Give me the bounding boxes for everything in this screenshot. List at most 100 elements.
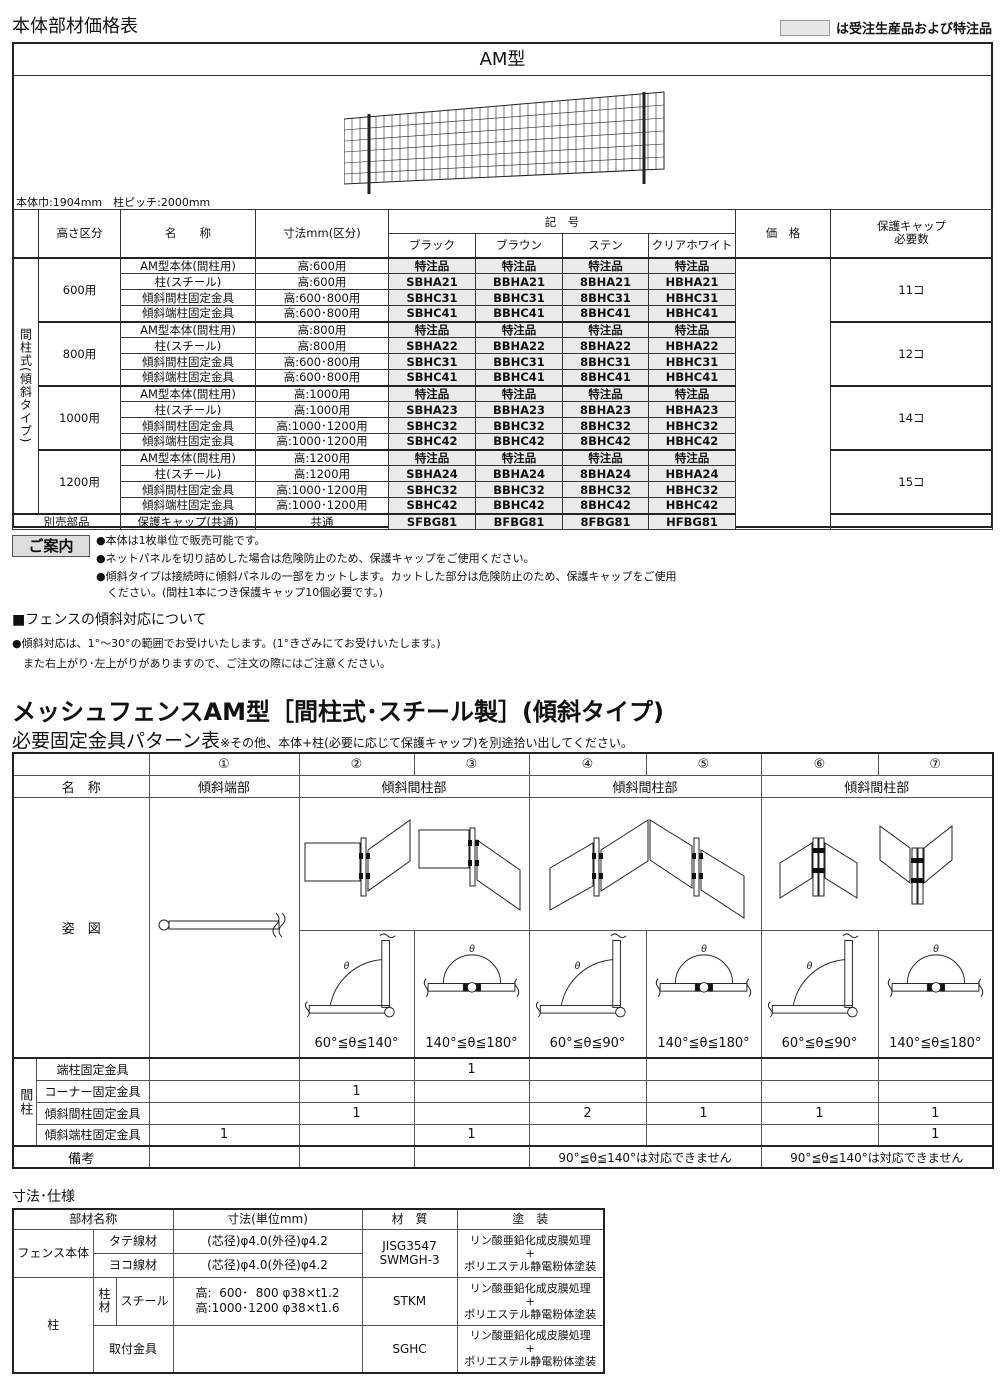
side-label: 間柱式(傾斜タイプ) <box>12 256 39 514</box>
fitting-count: 1 <box>877 1123 994 1147</box>
price-row: 傾斜端柱固定金具 高:600･800用 SBHC41 BBHC41 8BHC41 HBHC… <box>13 369 993 386</box>
product-code: BBHA21 <box>475 273 563 290</box>
price-row: 1200用 AM型本体(間柱用) 高:1200用 特注品 特注品 特注品 特注品 15コ <box>13 448 993 514</box>
header-height-class: 高さ区分 <box>38 209 121 258</box>
part-dimension: 高:1000･1200用 <box>255 433 389 450</box>
product-code: SBHC42 <box>388 433 476 450</box>
product-code: 8BHC31 <box>562 353 649 370</box>
price-row: 1000用 AM型本体(間柱用) 高:1000用 特注品 特注品 特注品 特注品 14コ <box>13 384 993 450</box>
price-row: 傾斜間柱固定金具 高:600･800用 SBHC31 BBHC31 8BHC31 HBHC… <box>13 353 993 370</box>
fitting-count: 1 <box>760 1101 879 1125</box>
product-code: BBHC32 <box>475 417 563 434</box>
extra-label: 別売部品 <box>12 512 121 530</box>
fitting-count <box>877 1079 994 1103</box>
wire-coating: リン酸亜鉛化成皮膜処理 + ポリエステル静電粉体塗装 <box>456 1228 605 1278</box>
price-row-extra: 別売部品 保護キャップ(共通) 共通 SFBG81 BFBG81 8FBG81 HFBG81 <box>12 512 993 530</box>
product-code: BBHC41 <box>475 305 563 322</box>
product-code: 8BHC41 <box>562 305 649 322</box>
part-name: 傾斜間柱固定金具 <box>120 417 256 434</box>
fitting-count <box>148 1101 300 1125</box>
fitting-row: 傾斜間柱固定金具 1 2 1 1 1 <box>13 1101 994 1125</box>
corner-angle-diagram <box>300 931 413 1036</box>
steel-label: スチール <box>115 1276 174 1326</box>
part-name: AM型本体(間柱用) <box>120 320 256 338</box>
part-dimension: 高:1000･1200用 <box>255 497 389 514</box>
fitting-count: 1 <box>645 1101 762 1125</box>
price-row: 傾斜端柱固定金具 高:600･800用 SBHC41 BBHC41 8BHC41 HBHC… <box>13 305 993 322</box>
angle-range: 60°≦θ≦90° <box>549 1035 626 1051</box>
part-name: 傾斜間柱部 <box>528 774 762 798</box>
remark-cell: 90°≦θ≦140°は対応できません <box>760 1145 994 1169</box>
part-name: 傾斜端柱固定金具 <box>120 497 256 514</box>
legend-swatch <box>779 19 830 36</box>
pattern-number: ③ <box>413 752 530 776</box>
product-code: HBHC31 <box>648 289 736 306</box>
straight-angle-diagram <box>879 931 992 1036</box>
pattern-number: ⑦ <box>877 752 994 776</box>
fence-illustration <box>344 91 665 194</box>
product-code: HBHC32 <box>648 481 736 498</box>
header-code: 記 号 <box>388 209 736 234</box>
post-dim: 高: 600･ 800 φ38×t1.2 高:1000･1200 φ38×t1.… <box>172 1276 363 1326</box>
spec-header: 塗 装 <box>456 1208 605 1230</box>
end-post-figure <box>158 912 286 938</box>
part-dimension: 高:1000･1200用 <box>255 417 389 434</box>
blank-header <box>12 752 150 776</box>
guide-note: ください。(間柱1本につき保護キャップ10個必要です。) <box>96 586 383 599</box>
part-dimension: 高:600用 <box>255 256 389 274</box>
corner-angle-diagram <box>763 931 876 1036</box>
product-code: 特注品 <box>562 320 649 338</box>
header-dimension: 寸法mm(区分) <box>255 209 389 258</box>
price-row: 傾斜間柱固定金具 高:1000･1200用 SBHC32 BBHC32 8BHC32 HB… <box>13 417 993 434</box>
pattern-number: ⑥ <box>760 752 879 776</box>
product-code: SBHA24 <box>388 465 476 482</box>
fitting-count <box>645 1057 762 1081</box>
angle-figure-5: 140°≦θ≦180° <box>645 929 762 1059</box>
spec-heading: 寸法･仕様 <box>12 1189 75 1205</box>
straight-angle-diagram <box>415 931 528 1036</box>
angle-figure-6: 60°≦θ≦90° <box>760 929 879 1059</box>
header-cap: 保護キャップ 必要数 <box>830 209 993 258</box>
product-code: 8BHA21 <box>562 273 649 290</box>
header-price: 価 格 <box>735 209 831 258</box>
price-row: 傾斜端柱固定金具 高:1000･1200用 SBHC42 BBHC42 8BHC42 HB… <box>13 433 993 450</box>
height-class: 1000用 <box>38 384 121 450</box>
remark-cell <box>148 1145 300 1169</box>
fitting-count: 2 <box>528 1101 647 1125</box>
product-code: 特注品 <box>475 448 563 466</box>
spec-header: 材 質 <box>361 1208 458 1230</box>
product-code: HBHA24 <box>648 465 736 482</box>
part-name: 柱(スチール) <box>120 337 256 354</box>
product-code: BBHA22 <box>475 337 563 354</box>
guide-note: ●ネットパネルを切り詰めした場合は危険防止のため、保護キャップをご使用ください。 <box>96 552 535 565</box>
product-code: 特注品 <box>562 384 649 402</box>
panel-figure <box>779 824 952 904</box>
product-code: HBHC41 <box>648 369 736 386</box>
product-code: SBHA22 <box>388 337 476 354</box>
product-code: HBHC32 <box>648 417 736 434</box>
fitting-count: 1 <box>298 1079 415 1103</box>
fitting-name: 端柱固定金具 <box>35 1057 150 1081</box>
part-name: 傾斜間柱固定金具 <box>120 353 256 370</box>
angle-range: 140°≦θ≦180° <box>657 1035 750 1051</box>
product-code: BBHC42 <box>475 433 563 450</box>
price-row: 傾斜間柱固定金具 高:600･800用 SBHC31 BBHC31 8BHC31 HBHC… <box>13 289 993 306</box>
panel-figure <box>549 818 744 919</box>
slope-notes: ●傾斜対応は、1°～30°の範囲でお受けいたします。(1°きざみにてお受けいたし… <box>12 634 441 674</box>
product-code: SBHC42 <box>388 497 476 514</box>
fitting-row: 間柱 端柱固定金具 1 <box>12 1057 994 1147</box>
pattern-number: ① <box>148 752 300 776</box>
pattern-subtitle: 必要固定金具パターン表※その他、本体+柱(必要に応じて保護キャップ)を別途拾い出… <box>12 726 633 753</box>
product-code: HBHA21 <box>648 273 736 290</box>
product-code: 8BHC31 <box>562 289 649 306</box>
fitting-count: 1 <box>298 1101 415 1125</box>
fitting-count <box>413 1079 530 1103</box>
product-code: BBHA23 <box>475 401 563 418</box>
product-code: BBHA24 <box>475 465 563 482</box>
part-name: AM型本体(間柱用) <box>120 256 256 274</box>
product-code: 8BHC41 <box>562 369 649 386</box>
product-code: 特注品 <box>388 448 476 466</box>
fitting-dim <box>172 1324 363 1374</box>
header-color-stain: ステン <box>562 233 649 258</box>
model-title: AM型 <box>14 44 991 76</box>
